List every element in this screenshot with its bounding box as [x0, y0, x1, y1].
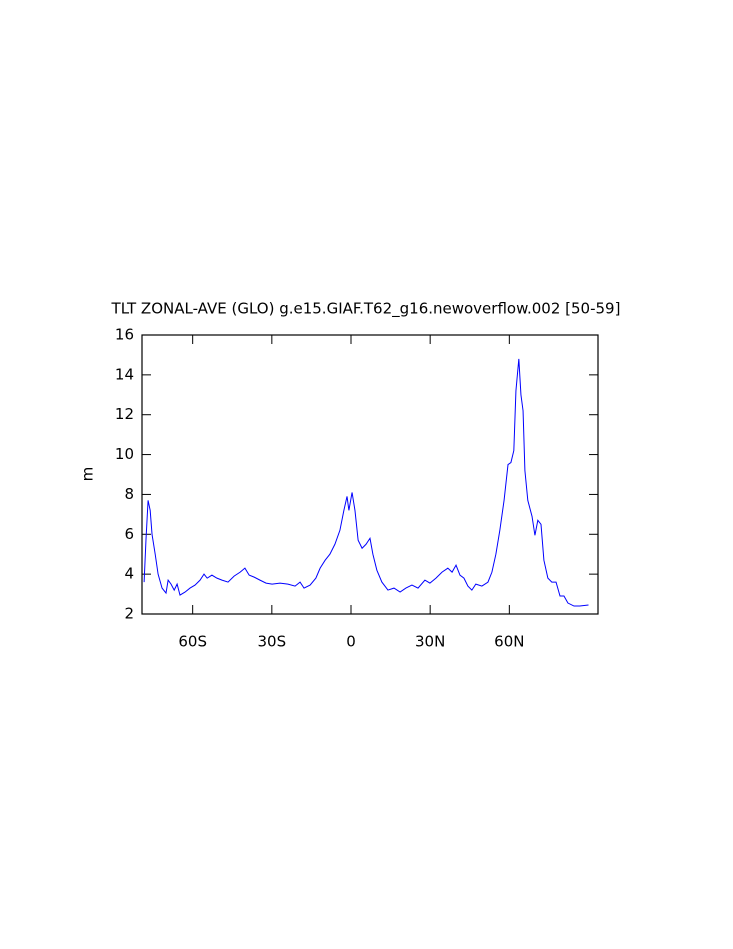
y-tick-label: 8 [124, 485, 134, 503]
y-tick-label: 14 [115, 365, 134, 383]
y-tick-label: 16 [115, 326, 134, 344]
chart-title: TLT ZONAL-AVE (GLO) g.e15.GIAF.T62_g16.n… [111, 300, 621, 319]
y-tick-label: 6 [124, 525, 134, 543]
x-tick-label: 60S [178, 633, 207, 651]
x-tick-label: 30N [415, 633, 445, 651]
plot-frame [141, 334, 599, 615]
x-tick-label: 60N [494, 633, 524, 651]
x-tick-label: 30S [258, 633, 287, 651]
data-line [143, 358, 589, 607]
y-tick-label: 10 [115, 445, 134, 463]
y-tick-label: 12 [115, 405, 134, 423]
y-tick-label: 2 [124, 605, 134, 623]
y-tick-label: 4 [124, 565, 134, 583]
y-axis-label: m [79, 467, 97, 482]
x-tick-label: 0 [346, 633, 356, 651]
